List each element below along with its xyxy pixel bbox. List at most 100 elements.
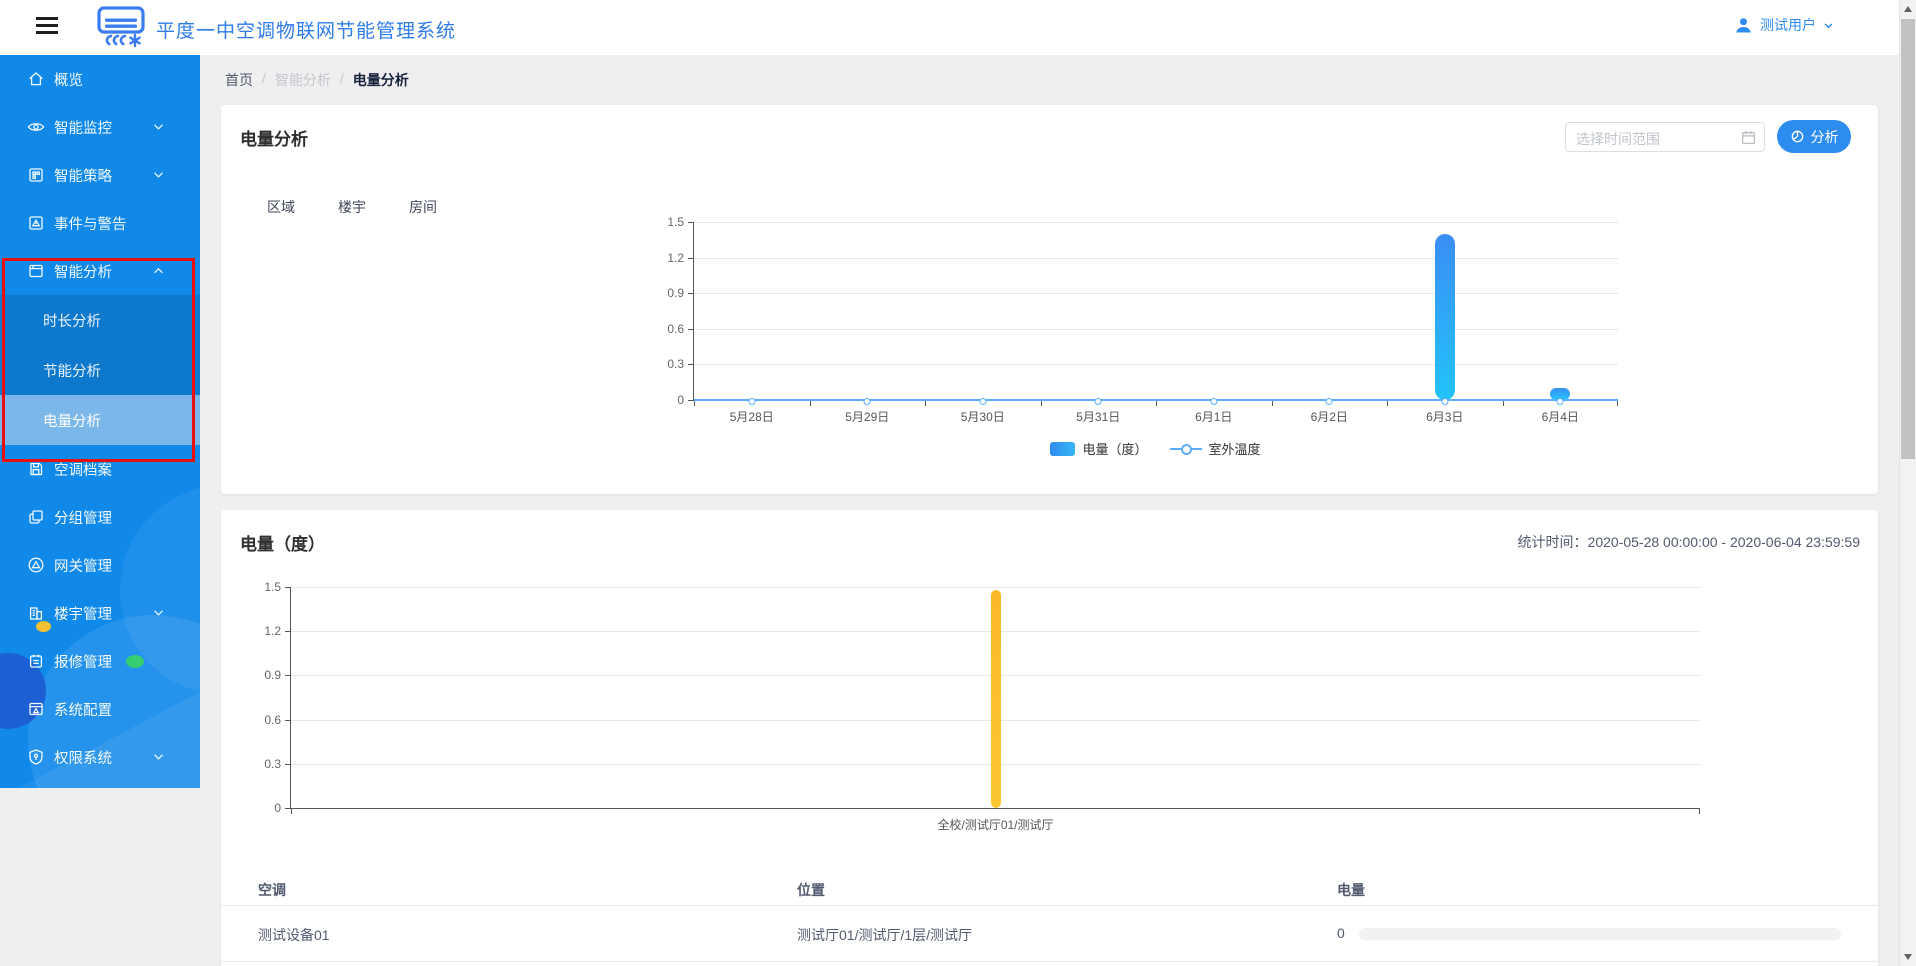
x-axis-tick	[1040, 400, 1042, 406]
x-axis-tick	[694, 400, 695, 406]
sidebar-subitem-节能分析[interactable]: 节能分析	[0, 345, 200, 395]
scrollbar-up-arrow-icon[interactable]	[1904, 6, 1912, 12]
sidebar-item-5[interactable]: 空调档案	[0, 445, 200, 493]
breadcrumb-item-1[interactable]: 智能分析	[274, 72, 331, 88]
y-axis-label: 0.3	[667, 357, 684, 372]
sidebar-item-4[interactable]: 智能分析	[0, 247, 200, 295]
bar-6月3日	[1434, 234, 1455, 400]
x-axis-tick	[1699, 808, 1700, 814]
sidebar-subitem-时长分析[interactable]: 时长分析	[0, 295, 200, 345]
analyze-button[interactable]: 分析	[1777, 120, 1851, 153]
sidebar-item-label: 智能监控	[54, 120, 112, 137]
legend-label: 电量（度）	[1082, 442, 1148, 457]
sidebar-item-1[interactable]: 智能监控	[0, 103, 200, 151]
chevron-down-icon	[1824, 22, 1833, 28]
stat-time-value: 2020-05-28 00:00:00 - 2020-06-04 23:59:5…	[1587, 534, 1860, 550]
sidebar-item-0[interactable]: 概览	[0, 55, 200, 103]
yellow-status-dot	[36, 621, 51, 632]
tab-楼宇[interactable]: 楼宇	[338, 199, 366, 215]
date-range-placeholder: 选择时间范围	[1576, 131, 1660, 147]
sidebar-item-2[interactable]: 智能策略	[0, 151, 200, 199]
scrollbar-down-arrow-icon[interactable]	[1904, 954, 1912, 960]
gridline	[694, 364, 1618, 366]
sidebar-item-label: 空调档案	[54, 462, 112, 479]
shield-icon	[27, 748, 45, 766]
sidebar-item-9[interactable]: 报修管理	[0, 637, 200, 685]
y-axis-tick	[285, 808, 291, 809]
legend-item-室外温度[interactable]: 室外温度	[1169, 439, 1261, 458]
y-axis-label: 0	[274, 801, 281, 815]
energy-progress-bar	[1359, 928, 1841, 940]
y-axis-label: 1.5	[667, 215, 684, 229]
sidebar-item-3[interactable]: 事件与警告	[0, 199, 200, 247]
daily-energy-chart: 0 0.3 0.6 0.9 1.2 1.5 5月28日 5月29日 5月30日 5月31日 6月1日…	[667, 215, 1618, 424]
sidebar-item-10[interactable]: 系统配置	[0, 685, 200, 733]
pie-chart-icon	[1791, 130, 1803, 143]
sidebar-item-6[interactable]: 分组管理	[0, 493, 200, 541]
y-axis-tick	[688, 257, 694, 259]
scope-tabs: 区域 楼宇 房间	[267, 197, 437, 217]
sidebar-subitem-电量分析[interactable]: 电量分析	[0, 395, 200, 445]
sidebar-item-label: 智能策略	[54, 168, 112, 185]
sidebar-item-label: 报修管理	[54, 654, 112, 671]
line-marker	[979, 397, 987, 405]
sidebar-subitem-label: 电量分析	[43, 413, 101, 430]
page-scrollbar[interactable]	[1899, 0, 1916, 966]
table-header: 空调 位置 电量	[221, 872, 1878, 906]
stat-time-label: 统计时间：	[1517, 534, 1588, 550]
sidebar-item-11[interactable]: 权限系统	[0, 733, 200, 781]
sidebar-item-label: 事件与警告	[54, 216, 127, 233]
bar-全校/测试厅01/测试厅	[990, 590, 1001, 808]
line-marker	[1210, 397, 1218, 405]
green-status-dot	[126, 655, 144, 668]
cell-device: 测试设备01	[258, 927, 330, 943]
cell-location: 测试厅01/测试厅/1层/测试厅	[797, 927, 973, 943]
y-axis-tick	[285, 631, 291, 633]
config-icon	[27, 700, 45, 718]
gridline	[694, 222, 1618, 223]
gridline	[694, 293, 1618, 295]
tab-房间[interactable]: 房间	[409, 199, 437, 215]
y-axis-tick	[285, 763, 291, 765]
y-axis-label: 0.9	[667, 286, 684, 301]
gridline	[694, 328, 1618, 330]
date-range-input[interactable]: 选择时间范围	[1565, 122, 1765, 152]
x-axis-label: 6月3日	[1426, 410, 1464, 424]
sidebar-item-8[interactable]: 楼宇管理	[0, 589, 200, 637]
sidebar-subitem-label: 时长分析	[43, 313, 101, 330]
breadcrumb: 首页 / 智能分析 / 电量分析	[225, 70, 409, 90]
sidebar-item-label: 概览	[54, 72, 83, 89]
home-icon	[27, 70, 45, 88]
x-axis-tick	[1271, 400, 1273, 406]
y-axis-tick	[688, 328, 694, 330]
tab-区域[interactable]: 区域	[267, 199, 295, 215]
event-icon	[27, 214, 45, 232]
user-menu[interactable]: 测试用户	[1734, 15, 1834, 35]
x-axis-tick	[1617, 400, 1618, 406]
sidebar-item-7[interactable]: 网关管理	[0, 541, 200, 589]
breadcrumb-item-2: 电量分析	[352, 72, 409, 88]
hamburger-menu-icon[interactable]	[36, 17, 58, 37]
sidebar-item-label: 网关管理	[54, 558, 112, 575]
y-axis-label: 1.2	[667, 250, 684, 265]
stat-time: 统计时间：2020-05-28 00:00:00 - 2020-06-04 23…	[1518, 532, 1860, 552]
y-axis-tick	[285, 675, 291, 677]
location-energy-chart: 0 0.3 0.6 0.9 1.2 1.5 全校/测试厅01/测试厅	[264, 580, 1700, 832]
sidebar-subitem-label: 节能分析	[43, 363, 101, 380]
app-logo-ac-icon	[96, 5, 146, 56]
group-icon	[27, 508, 45, 526]
y-axis-tick	[688, 400, 694, 401]
gridline	[291, 587, 1700, 588]
x-axis-tick	[925, 400, 926, 406]
y-axis-label: 1.2	[264, 624, 281, 639]
table-header-电量: 电量	[1337, 882, 1365, 898]
line-marker	[863, 397, 871, 405]
archive-icon	[27, 460, 45, 478]
scrollbar-thumb[interactable]	[1901, 19, 1915, 459]
app-header: 平度一中空调物联网节能管理系统 测试用户	[0, 0, 1916, 55]
eye-icon	[27, 118, 45, 136]
table-row: 测试设备01 测试厅01/测试厅/1层/测试厅 0	[221, 906, 1878, 962]
legend-item-电量（度）[interactable]: 电量（度）	[1050, 439, 1148, 458]
x-axis-label: 全校/测试厅01/测试厅	[937, 818, 1054, 832]
breadcrumb-item-0[interactable]: 首页	[225, 72, 253, 88]
